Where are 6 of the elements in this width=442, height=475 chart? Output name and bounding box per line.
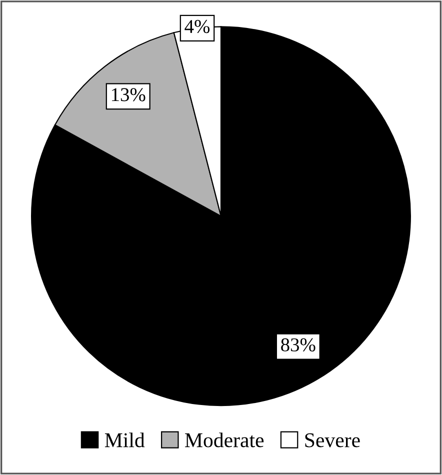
legend-label: Moderate: [185, 432, 264, 448]
legend-label: Severe: [305, 433, 360, 448]
legend-label: Mild: [104, 432, 145, 448]
data-label: 4%: [184, 20, 210, 34]
data-label: 13%: [112, 88, 146, 102]
data-label: 83%: [281, 338, 316, 352]
